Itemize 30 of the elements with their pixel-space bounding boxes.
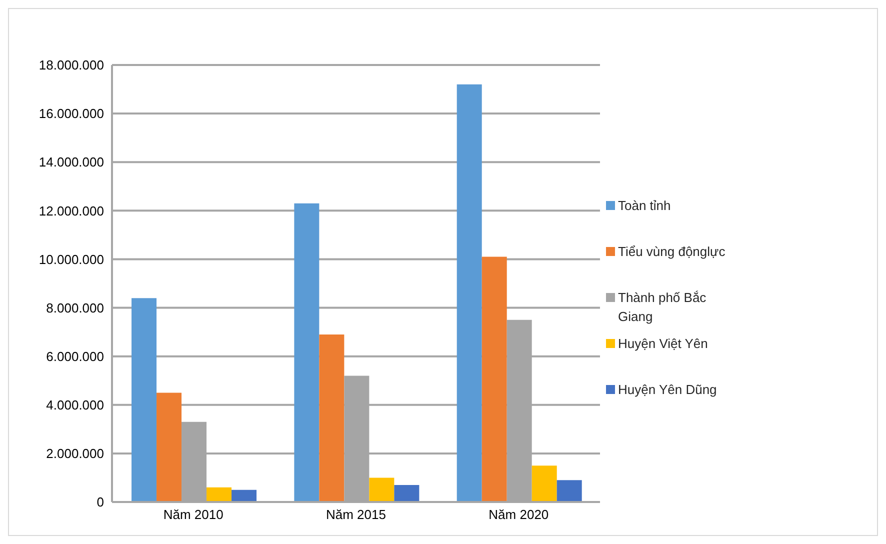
legend-label: Thành phố Bắc Giang (618, 289, 708, 326)
y-tick-label: 4.000.000 (46, 398, 104, 413)
y-tick-label: 16.000.000 (38, 106, 104, 122)
x-tick-label: Năm 2020 (488, 507, 549, 522)
bar (232, 490, 257, 502)
y-tick-label: 0 (96, 494, 104, 510)
bar (482, 256, 507, 502)
y-tick-label: 14.000.000 (38, 154, 104, 170)
bar (206, 487, 232, 502)
legend-label: Tiểu vùng độnglực (618, 243, 726, 262)
legend-label: Toàn tỉnh (618, 197, 672, 216)
legend-label: Huyện Việt Yên (618, 335, 709, 354)
bar (532, 466, 557, 502)
legend-label: Huyện Yên Dũng (618, 381, 718, 400)
y-tick-label: 2.000.000 (46, 446, 104, 462)
bar (456, 84, 482, 502)
bar (132, 298, 157, 502)
y-tick-label: 10.000.000 (38, 252, 104, 267)
bar (394, 485, 420, 502)
y-tick-label: 12.000.000 (38, 203, 104, 218)
x-tick-label: Năm 2010 (163, 507, 224, 522)
bar (156, 392, 182, 502)
x-tick-label: Năm 2015 (326, 507, 386, 522)
y-tick-label: 6.000.000 (46, 348, 104, 364)
bar (294, 203, 320, 502)
y-tick-label: 18.000.000 (38, 58, 104, 73)
bar (369, 478, 394, 502)
bar (319, 334, 344, 502)
y-tick-label: 8.000.000 (46, 300, 104, 316)
bar (556, 480, 582, 502)
